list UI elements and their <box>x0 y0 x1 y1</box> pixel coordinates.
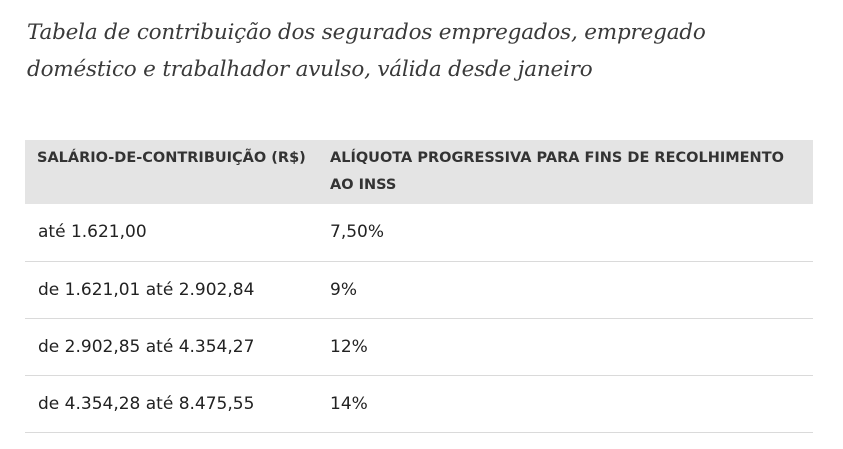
table-header: SALÁRIO-DE-CONTRIBUIÇÃO (R$) ALÍQUOTA PR… <box>25 140 813 204</box>
salary-range-cell: até 1.621,00 <box>25 204 318 262</box>
salary-range-cell: de 1.621,01 até 2.902,84 <box>25 261 318 319</box>
table-row: até 1.621,00 7,50% <box>25 204 813 262</box>
rate-cell: 12% <box>318 318 813 376</box>
salary-range-cell: de 4.354,28 até 8.475,55 <box>25 375 318 433</box>
table-caption: Tabela de contribuição dos segurados emp… <box>27 20 706 82</box>
salary-range-cell: de 2.902,85 até 4.354,27 <box>25 318 318 376</box>
contribution-table: SALÁRIO-DE-CONTRIBUIÇÃO (R$) ALÍQUOTA PR… <box>25 140 813 433</box>
header-rate: ALÍQUOTA PROGRESSIVA PARA FINS DE RECOLH… <box>318 140 813 204</box>
header-salary: SALÁRIO-DE-CONTRIBUIÇÃO (R$) <box>25 140 318 204</box>
rate-cell: 9% <box>318 261 813 319</box>
rate-cell: 7,50% <box>318 204 813 262</box>
table-row: de 2.902,85 até 4.354,27 12% <box>25 318 813 376</box>
table-row: de 4.354,28 até 8.475,55 14% <box>25 375 813 433</box>
table-row: de 1.621,01 até 2.902,84 9% <box>25 261 813 319</box>
header-row: SALÁRIO-DE-CONTRIBUIÇÃO (R$) ALÍQUOTA PR… <box>25 140 813 204</box>
rate-cell: 14% <box>318 375 813 433</box>
table-body: até 1.621,00 7,50% de 1.621,01 até 2.902… <box>25 204 813 433</box>
